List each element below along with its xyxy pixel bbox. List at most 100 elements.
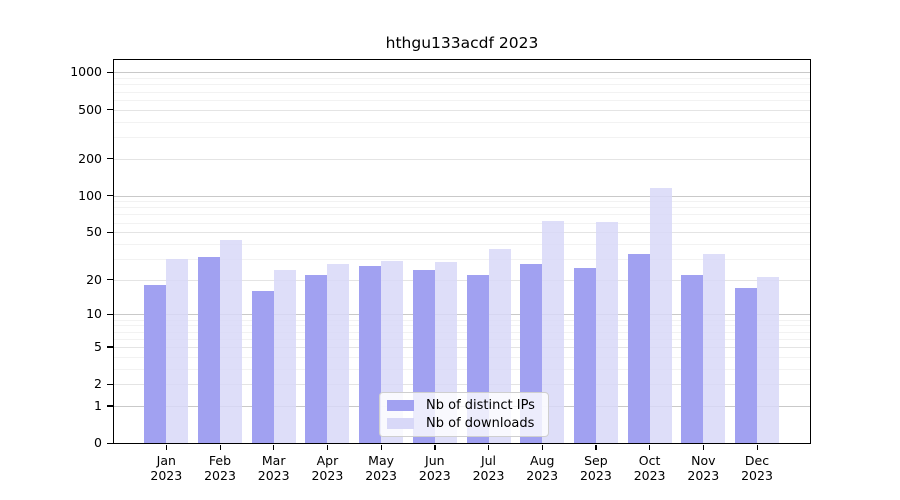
x-tick-mark bbox=[756, 444, 758, 450]
y-tick-label: 1000 bbox=[70, 64, 102, 80]
x-tick-label-feb: Feb 2023 bbox=[204, 453, 236, 483]
x-tick-label-oct: Oct 2023 bbox=[633, 453, 666, 483]
x-tick-mark bbox=[649, 444, 651, 450]
bar-downloads-feb bbox=[220, 240, 242, 443]
legend-swatch-distinct-ips bbox=[387, 399, 414, 411]
y-tick-label: 1 bbox=[94, 397, 102, 413]
bar-distinct-ips-feb bbox=[198, 257, 220, 443]
gridline-300 bbox=[114, 136, 810, 138]
bar-distinct-ips-nov bbox=[681, 274, 704, 443]
y-tick-label: 20 bbox=[86, 271, 102, 287]
y-tick-mark bbox=[107, 346, 113, 348]
bar-distinct-ips-jan bbox=[144, 285, 167, 443]
bar-downloads-sep bbox=[595, 221, 618, 443]
gridline-600 bbox=[114, 99, 810, 101]
bar-downloads-apr bbox=[327, 264, 350, 443]
gridline-400 bbox=[114, 121, 810, 123]
x-tick-label-may: May 2023 bbox=[365, 453, 397, 483]
bar-distinct-ips-dec bbox=[735, 288, 757, 443]
bar-downloads-aug bbox=[542, 220, 565, 443]
bar-distinct-ips-mar bbox=[251, 291, 274, 443]
bar-distinct-ips-apr bbox=[305, 274, 328, 443]
bar-downloads-dec bbox=[757, 277, 779, 443]
x-tick-label-jun: Jun 2023 bbox=[418, 453, 451, 483]
y-tick-mark bbox=[107, 109, 113, 111]
x-tick-mark bbox=[541, 444, 543, 450]
x-tick-label-apr: Apr 2023 bbox=[311, 453, 344, 483]
x-tick-mark bbox=[326, 444, 329, 450]
gridline-500 bbox=[114, 109, 810, 111]
gridline-10 bbox=[114, 314, 810, 316]
x-tick-label-jan: Jan 2023 bbox=[150, 453, 183, 483]
y-tick-label: 200 bbox=[78, 150, 102, 166]
gridline-3 bbox=[114, 368, 810, 370]
plot-area bbox=[114, 60, 810, 443]
gridline-2 bbox=[114, 384, 810, 386]
gridline-60 bbox=[114, 222, 810, 224]
y-tick-mark bbox=[107, 195, 113, 197]
legend-swatch-downloads bbox=[387, 418, 414, 430]
x-tick-mark bbox=[380, 444, 382, 450]
chart-title: hthgu133acdf 2023 bbox=[385, 34, 539, 52]
y-tick-mark bbox=[107, 405, 113, 407]
x-tick-mark bbox=[595, 444, 597, 450]
y-tick-label: 5 bbox=[94, 338, 102, 354]
legend-label-distinct-ips: Nb of distinct IPs bbox=[426, 397, 535, 413]
x-tick-label-aug: Aug 2023 bbox=[526, 453, 559, 483]
x-tick-label-nov: Nov 2023 bbox=[687, 453, 720, 483]
y-tick-mark bbox=[107, 442, 113, 444]
x-tick-mark bbox=[702, 444, 705, 450]
x-tick-label-sep: Sep 2023 bbox=[579, 453, 612, 483]
y-tick-label: 50 bbox=[86, 224, 102, 240]
gridline-20 bbox=[114, 279, 810, 281]
y-tick-mark bbox=[107, 231, 113, 233]
x-tick-mark bbox=[488, 444, 490, 450]
gridline-9 bbox=[114, 319, 810, 321]
gridline-700 bbox=[114, 91, 810, 93]
y-tick-label: 10 bbox=[86, 306, 102, 322]
y-tick-mark bbox=[107, 383, 113, 385]
gridline-800 bbox=[114, 84, 810, 86]
gridline-40 bbox=[114, 243, 810, 245]
gridline-70 bbox=[114, 214, 810, 216]
gridline-7 bbox=[114, 331, 810, 333]
legend-label-downloads: Nb of downloads bbox=[426, 416, 535, 432]
bar-distinct-ips-sep bbox=[573, 268, 596, 443]
gridline-80 bbox=[114, 207, 810, 209]
y-tick-label: 500 bbox=[78, 101, 102, 117]
y-tick-label: 100 bbox=[78, 187, 102, 203]
y-tick-mark bbox=[107, 279, 113, 281]
x-tick-mark bbox=[434, 444, 436, 450]
bar-downloads-nov bbox=[703, 253, 726, 443]
gridline-50 bbox=[114, 232, 810, 234]
gridline-5 bbox=[114, 346, 810, 348]
gridline-1000 bbox=[114, 72, 810, 74]
gridline-90 bbox=[114, 201, 810, 203]
legend: Nb of distinct IPs Nb of downloads bbox=[379, 392, 549, 437]
x-tick-label-mar: Mar 2023 bbox=[257, 453, 290, 483]
y-tick-mark bbox=[107, 71, 113, 74]
x-tick-mark bbox=[165, 444, 168, 450]
legend-item-downloads: Nb of downloads bbox=[380, 416, 548, 431]
y-tick-mark bbox=[107, 313, 113, 316]
bar-distinct-ips-may bbox=[359, 266, 382, 443]
bar-downloads-mar bbox=[273, 270, 296, 443]
x-tick-mark bbox=[273, 444, 275, 450]
bar-distinct-ips-oct bbox=[627, 253, 650, 443]
gridline-200 bbox=[114, 158, 810, 160]
bar-downloads-oct bbox=[649, 188, 672, 443]
gridline-30 bbox=[114, 258, 810, 260]
x-tick-mark bbox=[219, 444, 221, 450]
x-tick-label-jul: Jul 2023 bbox=[472, 453, 505, 483]
gridline-900 bbox=[114, 78, 810, 80]
gridline-8 bbox=[114, 325, 810, 327]
x-tick-label-dec: Dec 2023 bbox=[741, 453, 773, 483]
legend-item-distinct-ips: Nb of distinct IPs bbox=[380, 398, 548, 413]
y-tick-mark bbox=[107, 158, 113, 160]
gridline-6 bbox=[114, 338, 810, 340]
gridline-4 bbox=[114, 356, 810, 358]
bar-downloads-jan bbox=[166, 258, 189, 443]
y-tick-label: 2 bbox=[94, 376, 102, 392]
y-tick-label: 0 bbox=[94, 435, 102, 450]
